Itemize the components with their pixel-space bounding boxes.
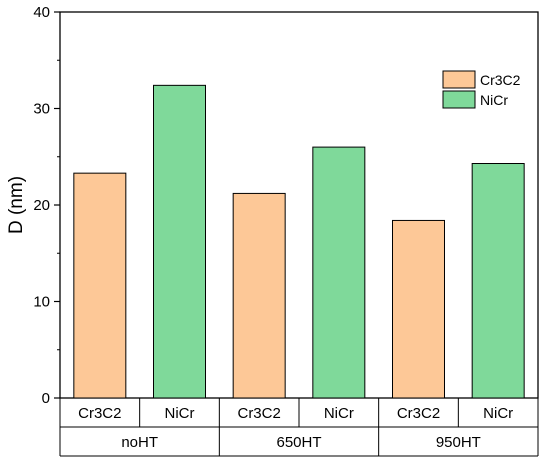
plot-area: 0 10 20 30 40 D (nm) [6,4,539,407]
x-group-label: 950HT [436,434,481,451]
y-tick-label: 10 [33,294,50,311]
x-series-label: Cr3C2 [397,405,440,422]
y-tick-label: 0 [42,390,50,407]
plot-frame [59,11,539,399]
legend-swatch-nicr [442,90,476,109]
legend-label: Cr3C2 [480,72,521,88]
bar-nicr-650ht [312,146,366,399]
x-series-label: Cr3C2 [78,405,121,422]
x-series-label: NiCr [483,405,513,422]
x-series-label: NiCr [165,405,195,422]
y-axis: 0 10 20 30 40 [33,4,60,407]
y-tick-label: 20 [33,197,50,214]
y-tick-label: 30 [33,101,50,118]
y-tick-label: 40 [33,4,50,21]
legend-swatch-cr3c2 [442,70,476,89]
bars-layer [73,84,525,399]
legend-label: NiCr [480,92,508,108]
x-series-label: NiCr [324,405,354,422]
bar-cr3c2-950ht [392,219,445,399]
bar-cr3c2-650ht [232,192,286,399]
bar-nicr-noht [153,84,206,399]
x-series-label: Cr3C2 [237,405,280,422]
x-group-label: noHT [121,434,158,451]
x-group-label: 650HT [276,434,321,451]
bar-nicr-950ht [471,163,525,399]
y-axis-title: D (nm) [6,176,27,234]
bar-cr3c2-noht [73,172,127,399]
legend: Cr3C2 NiCr [442,70,521,109]
